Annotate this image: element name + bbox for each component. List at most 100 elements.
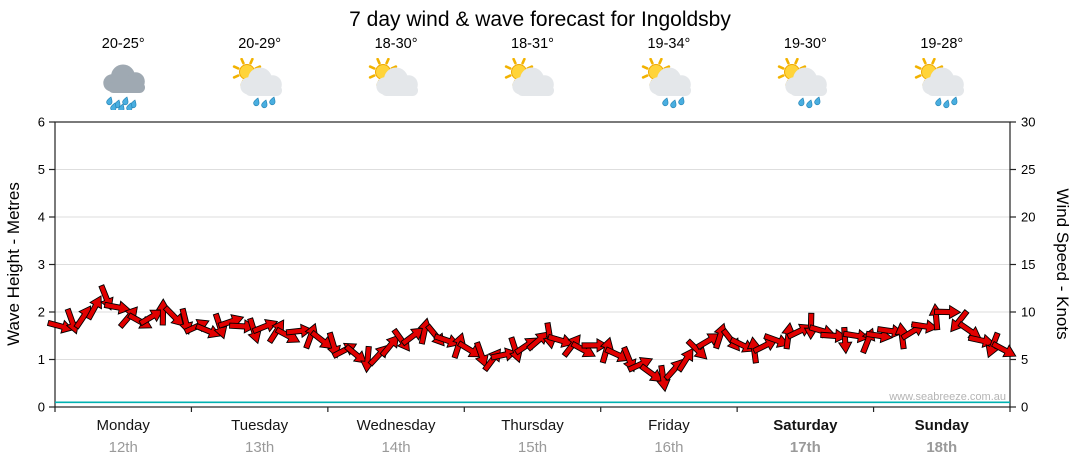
wind-arrow: [46, 319, 75, 334]
right-axis-tick-label: 25: [1021, 162, 1035, 177]
day-label-wednesday: Wednesday 14th: [328, 417, 464, 456]
rain-drops-icon: [798, 96, 821, 109]
day-name: Wednesday: [356, 417, 436, 434]
sun-cloud-rain-icon: [914, 57, 964, 109]
right-axis-tick-label: 30: [1021, 115, 1035, 130]
day-label-sunday: Sunday 18th: [874, 417, 1010, 456]
cloud-icon: [239, 67, 282, 96]
wind-arrow: [570, 340, 596, 358]
wind-arrow: [842, 328, 871, 344]
wind-arrow: [991, 340, 1017, 358]
day-header-tuesday: 20-29°: [191, 36, 327, 115]
left-axis-tick-label: 6: [38, 115, 45, 130]
wind-arrow: [456, 340, 482, 358]
cloud-icon: [376, 67, 419, 96]
day-header-saturday: 19-30°: [737, 36, 873, 115]
day-label-friday: Friday 16th: [601, 417, 737, 456]
temp-range: 19-34°: [647, 36, 691, 52]
days-footer: Monday 12th Tuesday 13th Wednesday 14th Thursd…: [0, 417, 1080, 473]
day-name: Thursday: [501, 417, 564, 434]
left-axis-tick-label: 1: [38, 352, 45, 367]
wind-arrow: [138, 309, 164, 327]
right-axis-tick-label: 15: [1021, 257, 1035, 272]
watermark: www.seabreeze.com.au: [889, 391, 1006, 403]
wind-arrow: [473, 341, 489, 368]
wind-arrow: [820, 328, 848, 344]
day-date: 18th: [926, 439, 958, 456]
day-header-monday: 20-25°: [55, 36, 191, 115]
temp-range: 18-31°: [511, 36, 554, 52]
sun-cloud-rain-icon: [778, 57, 828, 109]
left-axis-tick-label: 4: [38, 210, 45, 225]
wind-arrow: [910, 319, 939, 334]
day-label-tuesday: Tuesday 13th: [191, 417, 327, 456]
wind-arrow: [676, 347, 694, 373]
wind-arrow: [303, 322, 319, 350]
day-label-saturday: Saturday 17th: [737, 417, 873, 456]
day-name: Monday: [96, 417, 150, 434]
day-name: Saturday: [773, 417, 838, 434]
wind-arrow: [274, 326, 301, 343]
rain-cloud-icon: [103, 64, 146, 113]
wind-arrow: [162, 305, 185, 327]
day-header-sunday: 19-28°: [874, 36, 1010, 115]
temp-range: 20-25°: [101, 36, 145, 52]
cloud-icon: [512, 67, 555, 96]
wind-arrow: [604, 346, 631, 363]
wind-arrow: [433, 333, 461, 348]
wind-arrow: [379, 334, 400, 358]
day-date: 12th: [108, 439, 138, 456]
left-axis-tick-label: 2: [38, 305, 45, 320]
day-date: 17th: [789, 439, 821, 456]
wind-arrow: [626, 357, 654, 373]
sun-cloud-rain-icon: [641, 57, 691, 109]
day-name: Sunday: [914, 417, 969, 434]
day-header-thursday: 18-31°: [464, 36, 600, 115]
sun-cloud-icon: [368, 57, 419, 96]
left-axis-tick-label: 5: [38, 162, 45, 177]
wind-arrow: [155, 298, 171, 326]
wind-arrow: [343, 343, 368, 364]
wind-arrow: [837, 326, 853, 355]
day-date: 16th: [654, 439, 684, 456]
day-header-wednesday: 18-30°: [328, 36, 464, 115]
day-name: Tuesday: [231, 417, 289, 434]
right-axis-tick-label: 0: [1021, 400, 1028, 415]
wind-arrow: [547, 333, 575, 348]
cloud-icon: [649, 67, 691, 96]
wind-arrow: [752, 338, 779, 355]
right-axis-tick-label: 5: [1021, 352, 1028, 367]
wind-arrow: [685, 338, 708, 360]
right-axis-tick-label: 10: [1021, 305, 1035, 320]
left-axis-tick-label: 3: [38, 257, 45, 272]
sun-cloud-rain-icon: [232, 57, 282, 109]
day-date: 13th: [245, 439, 275, 456]
cloud-icon: [103, 64, 146, 93]
temp-range: 18-30°: [374, 36, 418, 52]
temp-range: 19-28°: [920, 36, 964, 52]
wind-arrow: [639, 363, 664, 382]
day-header-friday: 19-34°: [601, 36, 737, 115]
day-date: 15th: [517, 439, 548, 456]
wind-arrow: [309, 329, 334, 350]
day-date: 14th: [381, 439, 411, 456]
day-name: Friday: [648, 417, 690, 434]
day-label-monday: Monday 12th: [55, 417, 191, 456]
cloud-icon: [785, 67, 828, 96]
rain-drops-icon: [106, 96, 137, 113]
sun-cloud-icon: [505, 57, 555, 96]
days-header: 20-25° 20-29° 18-30° 18-31° 19-34° 19-30° 19-2…: [0, 36, 1080, 122]
day-label-thursday: Thursday 15th: [464, 417, 600, 456]
temp-range: 20-29°: [238, 36, 282, 52]
wind-arrow: [217, 314, 245, 329]
wind-arrow: [933, 304, 962, 320]
rain-drops-icon: [935, 96, 958, 109]
left-axis-tick-label: 0: [38, 400, 45, 415]
wind-arrow: [763, 333, 790, 348]
wind-arrow: [194, 323, 222, 339]
rain-drops-icon: [252, 96, 275, 109]
right-axis-tick-label: 20: [1021, 210, 1035, 225]
page-title: 7 day wind & wave forecast for Ingoldsby: [349, 8, 731, 31]
